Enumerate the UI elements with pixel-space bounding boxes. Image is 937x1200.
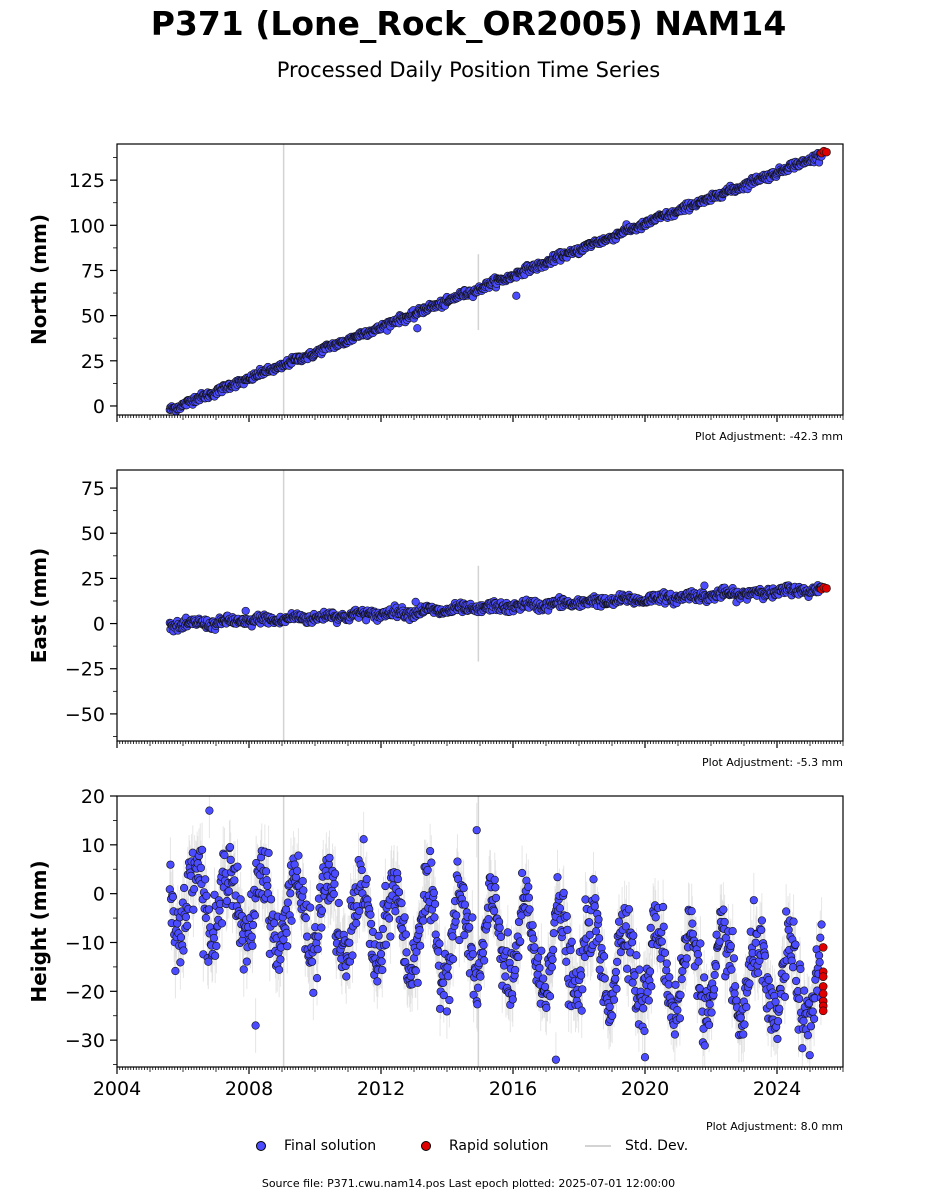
chart-title: P371 (Lone_Rock_OR2005) NAM14	[150, 4, 787, 43]
time-series-plots: 0 25 50 75 100 125 North (mm) Plot Adjustment: …	[27, 143, 844, 1133]
final-point	[512, 291, 521, 300]
chart-subtitle: Processed Daily Position Time Series	[276, 58, 661, 82]
y-axis-label: East (mm)	[27, 548, 51, 664]
panel-height: 2004 2008 2012 2016 2020 2024−30−20−1001020He…	[27, 786, 844, 1133]
y-tick-label: 50	[81, 523, 105, 545]
y-tick-label: −50	[65, 704, 105, 726]
plot-area	[165, 144, 831, 415]
final-solution-points	[165, 148, 826, 415]
rapid-solution-points	[817, 146, 831, 158]
x-ticks	[116, 741, 844, 748]
y-tick-label: 75	[81, 478, 105, 500]
final-point	[413, 324, 422, 333]
y-ticks	[110, 487, 117, 737]
final-solution-points	[165, 581, 826, 636]
x-ticks	[116, 415, 844, 422]
y-tick-label: 25	[81, 568, 105, 590]
plot-area	[165, 796, 828, 1067]
y-tick-label: 50	[81, 306, 105, 328]
final-point	[700, 581, 709, 590]
final-point	[411, 597, 420, 606]
plot-adjustment-label: Plot Adjustment: -42.3 mm	[695, 430, 843, 443]
panel-east: −50 −25 0 25 50 75 East (mm) Plot Adjustment: -…	[27, 469, 844, 769]
y-tick-label: 75	[81, 260, 105, 282]
plot-area	[165, 470, 831, 741]
y-tick-label: −25	[65, 659, 105, 681]
y-ticks	[110, 157, 117, 407]
final-point	[241, 606, 250, 616]
rapid-solution-points	[817, 583, 831, 594]
y-axis-label: North (mm)	[27, 214, 51, 345]
y-tick-label: 25	[81, 351, 105, 373]
y-tick-label: 125	[69, 170, 105, 192]
plot-adjustment-label: Plot Adjustment: -5.3 mm	[702, 756, 843, 769]
rapid-point	[822, 147, 831, 157]
panel-north: 0 25 50 75 100 125 North (mm) Plot Adjustment: …	[27, 143, 844, 443]
y-tick-label: 100	[69, 215, 105, 237]
rapid-point	[822, 584, 831, 593]
y-tick-label: 0	[93, 614, 105, 636]
y-tick-label: 0	[93, 396, 105, 418]
